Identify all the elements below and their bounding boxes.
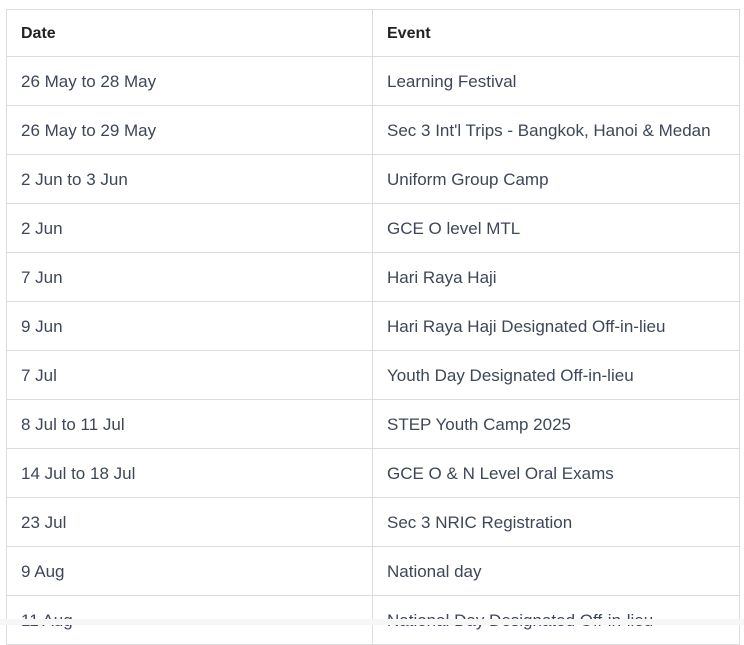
event-cell: STEP Youth Camp 2025: [372, 399, 740, 449]
event-cell: Learning Festival: [372, 56, 740, 106]
date-cell: 26 May to 28 May: [6, 56, 373, 106]
table-header-row: Date Event: [6, 9, 740, 57]
date-cell: 26 May to 29 May: [6, 105, 373, 155]
date-cell: 9 Aug: [6, 546, 373, 596]
events-table-container: Date Event 26 May to 28 May Learning Fes…: [6, 9, 740, 645]
date-cell: 7 Jun: [6, 252, 373, 302]
event-cell: GCE O & N Level Oral Exams: [372, 448, 740, 498]
table-row: 14 Jul to 18 Jul GCE O & N Level Oral Ex…: [6, 448, 740, 498]
table-row: 9 Jun Hari Raya Haji Designated Off-in-l…: [6, 301, 740, 351]
event-cell: National day: [372, 546, 740, 596]
event-cell: Youth Day Designated Off-in-lieu: [372, 350, 740, 400]
table-row: 2 Jun GCE O level MTL: [6, 203, 740, 253]
table-row: 7 Jul Youth Day Designated Off-in-lieu: [6, 350, 740, 400]
column-header-date: Date: [6, 9, 373, 57]
event-cell: Sec 3 NRIC Registration: [372, 497, 740, 547]
event-cell: Hari Raya Haji Designated Off-in-lieu: [372, 301, 740, 351]
date-cell: 23 Jul: [6, 497, 373, 547]
date-cell: 2 Jun: [6, 203, 373, 253]
table-row: 23 Jul Sec 3 NRIC Registration: [6, 497, 740, 547]
table-row: 9 Aug National day: [6, 546, 740, 596]
column-header-event: Event: [372, 9, 740, 57]
event-cell: Sec 3 Int'l Trips - Bangkok, Hanoi & Med…: [372, 105, 740, 155]
event-cell: Hari Raya Haji: [372, 252, 740, 302]
table-row: 8 Jul to 11 Jul STEP Youth Camp 2025: [6, 399, 740, 449]
date-cell: 8 Jul to 11 Jul: [6, 399, 373, 449]
date-cell: 7 Jul: [6, 350, 373, 400]
date-cell: 2 Jun to 3 Jun: [6, 154, 373, 204]
event-cell: Uniform Group Camp: [372, 154, 740, 204]
events-table: Date Event 26 May to 28 May Learning Fes…: [6, 9, 740, 645]
date-cell: 14 Jul to 18 Jul: [6, 448, 373, 498]
table-row: 2 Jun to 3 Jun Uniform Group Camp: [6, 154, 740, 204]
date-cell: 9 Jun: [6, 301, 373, 351]
event-cell: GCE O level MTL: [372, 203, 740, 253]
table-row: 7 Jun Hari Raya Haji: [6, 252, 740, 302]
table-row: 26 May to 28 May Learning Festival: [6, 56, 740, 106]
table-row: 26 May to 29 May Sec 3 Int'l Trips - Ban…: [6, 105, 740, 155]
page-bottom-edge: [0, 619, 744, 625]
